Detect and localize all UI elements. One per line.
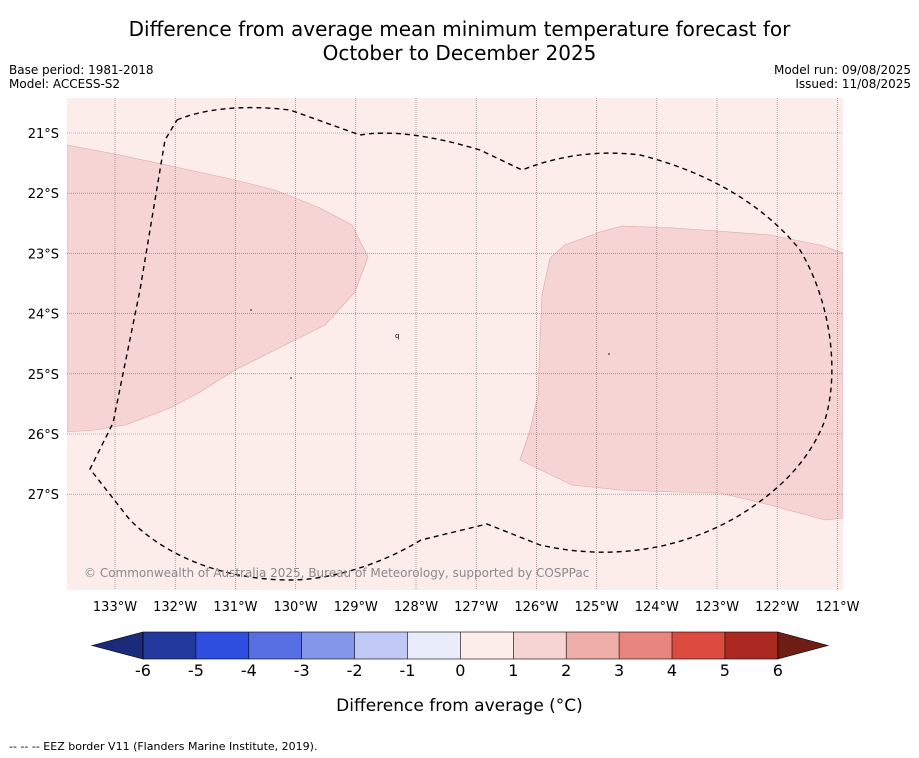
anomaly-region-east xyxy=(519,225,843,521)
colorbar-segment xyxy=(143,632,196,659)
island-marker xyxy=(250,309,252,311)
colorbar-segment xyxy=(354,632,408,659)
colorbar-tick-label: -1 xyxy=(400,661,416,680)
longitude-label: 128°W xyxy=(394,600,438,615)
colorbar-tick-label: 4 xyxy=(667,661,677,680)
latitude-label: 21°S xyxy=(28,127,59,142)
copyright-text: © Commonwealth of Australia 2025, Bureau… xyxy=(84,566,589,580)
eez-border xyxy=(89,106,833,581)
colorbar-tick-label: 0 xyxy=(455,661,465,680)
longitude-label: 133°W xyxy=(93,600,137,615)
colorbar-segment xyxy=(566,632,620,659)
colorbar-segment xyxy=(672,632,725,659)
colorbar-tick-label: -4 xyxy=(241,661,257,680)
longitude-label: 123°W xyxy=(695,600,739,615)
colorbar-segment xyxy=(248,632,302,659)
title-line-2: October to December 2025 xyxy=(322,41,597,65)
colorbar-segment xyxy=(513,632,567,659)
longitude-label: 129°W xyxy=(334,600,378,615)
colorbar: -6 -5 -4 -3 -2 -1 0 1 2 3 4 5 6 xyxy=(90,631,830,680)
longitude-label: 130°W xyxy=(274,600,318,615)
colorbar-outline xyxy=(142,631,779,660)
meta-right: Model run: 09/08/2025 Issued: 11/08/2025 xyxy=(774,63,911,91)
colorbar-under-arrow xyxy=(90,631,144,660)
latitude-label: 27°S xyxy=(28,488,59,503)
colorbar-segment xyxy=(460,632,514,659)
longitude-labels: 133°W 132°W 131°W 130°W 129°W 128°W 127°W 126°W… xyxy=(93,600,860,615)
longitude-label: 122°W xyxy=(755,600,799,615)
island-marker xyxy=(608,353,610,355)
longitude-gridlines xyxy=(114,98,838,590)
colorbar-segment xyxy=(407,632,461,659)
latitude-label: 25°S xyxy=(28,368,59,383)
colorbar-segment xyxy=(195,632,249,659)
colorbar-tick-label: -6 xyxy=(135,661,151,680)
longitude-label: 124°W xyxy=(635,600,679,615)
island-marker: q xyxy=(395,332,399,340)
latitude-label: 22°S xyxy=(28,187,59,202)
colorbar-tick-label: 2 xyxy=(561,661,571,680)
colorbar-tick-label: -2 xyxy=(347,661,363,680)
meta-left: Base period: 1981-2018 Model: ACCESS-S2 xyxy=(9,63,154,91)
colorbar-tick-label: 5 xyxy=(720,661,730,680)
longitude-label: 121°W xyxy=(815,600,859,615)
anomaly-region-west xyxy=(67,144,369,433)
colorbar-tick-label: -3 xyxy=(294,661,310,680)
model-run: Model run: 09/08/2025 xyxy=(773,63,911,77)
longitude-label: 132°W xyxy=(153,600,197,615)
base-period: Base period: 1981-2018 xyxy=(9,63,154,77)
colorbar-tick-label: 1 xyxy=(508,661,518,680)
longitude-label: 127°W xyxy=(454,600,498,615)
model-name: Model: ACCESS-S2 xyxy=(9,77,121,91)
latitude-gridlines xyxy=(67,132,843,495)
island-marker xyxy=(290,377,292,379)
colorbar-over-arrow xyxy=(777,631,830,660)
colorbar-segment xyxy=(724,632,778,659)
colorbar-segment xyxy=(301,632,355,659)
colorbar-tick-label: 6 xyxy=(773,661,783,680)
latitude-label: 24°S xyxy=(28,308,59,323)
issued-date: Issued: 11/08/2025 xyxy=(795,77,911,91)
colorbar-label: Difference from average (°C) xyxy=(336,696,583,716)
map-title: Difference from average mean minimum tem… xyxy=(0,17,919,65)
eez-footnote: -- -- -- EEZ border V11 (Flanders Marine… xyxy=(9,740,318,753)
colorbar-tick-label: -5 xyxy=(188,661,204,680)
latitude-labels: 21°S 22°S 23°S 24°S 25°S 26°S 27°S xyxy=(28,127,59,503)
longitude-label: 131°W xyxy=(213,600,257,615)
latitude-label: 26°S xyxy=(28,428,59,443)
title-line-1: Difference from average mean minimum tem… xyxy=(128,17,791,41)
latitude-label: 23°S xyxy=(28,247,59,262)
colorbar-segment xyxy=(619,632,672,659)
longitude-label: 126°W xyxy=(514,600,558,615)
longitude-label: 125°W xyxy=(575,600,619,615)
colorbar-tick-label: 3 xyxy=(614,661,624,680)
